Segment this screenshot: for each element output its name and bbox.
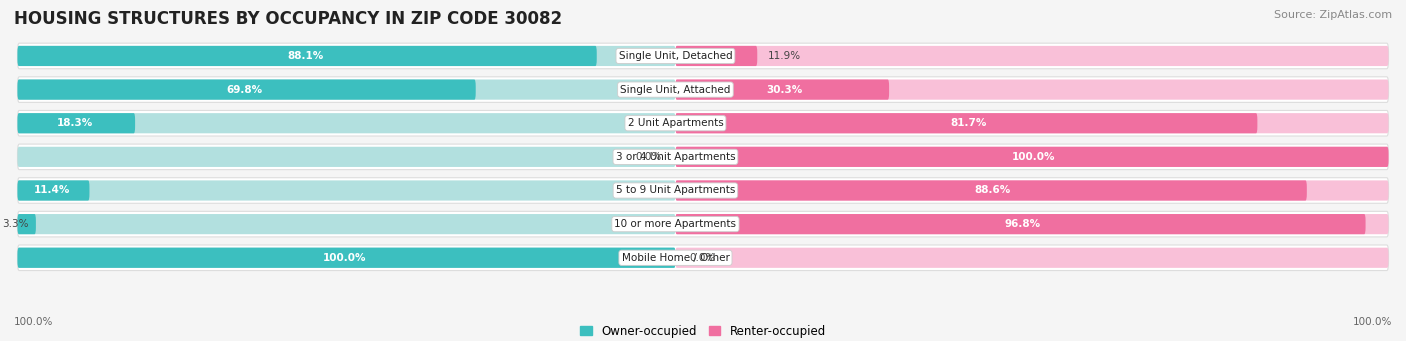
FancyBboxPatch shape: [17, 214, 37, 234]
FancyBboxPatch shape: [675, 147, 1389, 167]
FancyBboxPatch shape: [675, 180, 1389, 201]
Legend: Owner-occupied, Renter-occupied: Owner-occupied, Renter-occupied: [575, 320, 831, 341]
Text: 100.0%: 100.0%: [1012, 152, 1056, 162]
FancyBboxPatch shape: [17, 178, 1389, 203]
FancyBboxPatch shape: [17, 248, 675, 268]
Text: 100.0%: 100.0%: [323, 253, 367, 263]
Text: 0.0%: 0.0%: [636, 152, 662, 162]
FancyBboxPatch shape: [17, 46, 596, 66]
Text: 11.4%: 11.4%: [34, 186, 70, 195]
FancyBboxPatch shape: [675, 79, 1389, 100]
FancyBboxPatch shape: [17, 245, 1389, 270]
Text: 96.8%: 96.8%: [1004, 219, 1040, 229]
FancyBboxPatch shape: [17, 144, 1389, 169]
FancyBboxPatch shape: [17, 113, 675, 133]
FancyBboxPatch shape: [17, 79, 475, 100]
Text: 18.3%: 18.3%: [56, 118, 93, 128]
Text: Single Unit, Detached: Single Unit, Detached: [619, 51, 733, 61]
Text: 3 or 4 Unit Apartments: 3 or 4 Unit Apartments: [616, 152, 735, 162]
FancyBboxPatch shape: [17, 79, 675, 100]
Text: 100.0%: 100.0%: [14, 317, 53, 327]
Text: Source: ZipAtlas.com: Source: ZipAtlas.com: [1274, 10, 1392, 20]
Text: Mobile Home / Other: Mobile Home / Other: [621, 253, 730, 263]
Text: 88.1%: 88.1%: [287, 51, 323, 61]
Text: 2 Unit Apartments: 2 Unit Apartments: [627, 118, 723, 128]
FancyBboxPatch shape: [675, 248, 1389, 268]
FancyBboxPatch shape: [675, 46, 1389, 66]
FancyBboxPatch shape: [17, 180, 90, 201]
Text: 69.8%: 69.8%: [226, 85, 263, 94]
FancyBboxPatch shape: [675, 113, 1257, 133]
FancyBboxPatch shape: [675, 214, 1389, 234]
FancyBboxPatch shape: [675, 46, 758, 66]
FancyBboxPatch shape: [675, 147, 1389, 167]
FancyBboxPatch shape: [17, 248, 675, 268]
Text: Single Unit, Attached: Single Unit, Attached: [620, 85, 731, 94]
Text: 0.0%: 0.0%: [689, 253, 716, 263]
Text: 88.6%: 88.6%: [974, 186, 1011, 195]
Text: 100.0%: 100.0%: [1353, 317, 1392, 327]
FancyBboxPatch shape: [17, 110, 1389, 136]
FancyBboxPatch shape: [675, 180, 1306, 201]
FancyBboxPatch shape: [17, 46, 675, 66]
FancyBboxPatch shape: [17, 147, 675, 167]
Text: 30.3%: 30.3%: [766, 85, 801, 94]
Text: 3.3%: 3.3%: [3, 219, 30, 229]
FancyBboxPatch shape: [17, 214, 675, 234]
FancyBboxPatch shape: [675, 79, 889, 100]
FancyBboxPatch shape: [17, 77, 1389, 102]
FancyBboxPatch shape: [17, 43, 1389, 69]
Text: 10 or more Apartments: 10 or more Apartments: [614, 219, 737, 229]
Text: 11.9%: 11.9%: [768, 51, 801, 61]
FancyBboxPatch shape: [17, 211, 1389, 237]
Text: 5 to 9 Unit Apartments: 5 to 9 Unit Apartments: [616, 186, 735, 195]
Text: 81.7%: 81.7%: [950, 118, 987, 128]
FancyBboxPatch shape: [17, 180, 675, 201]
FancyBboxPatch shape: [17, 113, 135, 133]
FancyBboxPatch shape: [675, 214, 1365, 234]
Text: HOUSING STRUCTURES BY OCCUPANCY IN ZIP CODE 30082: HOUSING STRUCTURES BY OCCUPANCY IN ZIP C…: [14, 10, 562, 28]
FancyBboxPatch shape: [675, 113, 1389, 133]
